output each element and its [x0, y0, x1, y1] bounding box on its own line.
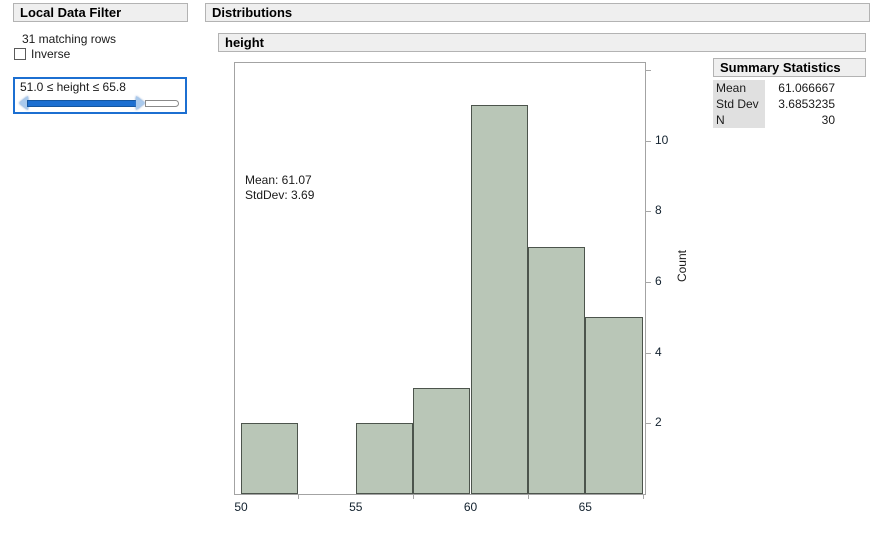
x-axis-tick [413, 494, 415, 499]
inverse-option: Inverse [14, 47, 70, 61]
slider-left-handle-icon[interactable] [19, 96, 28, 110]
summary-statistics-table: Mean 61.066667 Std Dev 3.6853235 N 30 [713, 80, 838, 128]
y-axis-tick-label: 8 [655, 203, 662, 218]
histogram-bar[interactable] [355, 423, 414, 494]
x-axis-tick-label: 65 [578, 500, 592, 514]
height-variable-title: height [225, 35, 264, 50]
local-data-filter-header[interactable]: Local Data Filter [13, 3, 188, 22]
histogram-plot[interactable]: Mean: 61.07 StdDev: 3.69 2 4 6 8 10 50 55 60 65 [234, 62, 668, 514]
histogram-bar[interactable] [241, 423, 299, 494]
distributions-header[interactable]: Distributions [205, 3, 870, 22]
summary-stat-row: Mean 61.066667 [713, 80, 838, 96]
y-axis-tick [645, 211, 651, 213]
y-axis-tick-label: 6 [655, 274, 662, 288]
y-axis-tick-label: 10 [655, 132, 669, 147]
histogram-bar[interactable] [585, 317, 643, 494]
filter-range-label: 51.0 ≤ height ≤ 65.8 [20, 80, 126, 94]
histogram-bar[interactable] [527, 246, 586, 494]
summary-statistics-header[interactable]: Summary Statistics [713, 58, 866, 77]
x-axis-tick-label: 55 [349, 500, 363, 514]
histogram-bar[interactable] [470, 105, 528, 494]
count-axis-label: Count [675, 250, 689, 283]
slider-right-handle-icon[interactable] [136, 96, 145, 110]
y-axis-tick-label: 4 [655, 344, 662, 359]
stat-value: 61.066667 [778, 81, 835, 95]
slider-empty-track[interactable] [145, 100, 179, 107]
y-axis-tick [645, 70, 651, 72]
matching-rows-label: 31 matching rows [22, 32, 117, 46]
height-filter-box: 51.0 ≤ height ≤ 65.8 [13, 77, 187, 114]
y-axis-tick-label: 2 [655, 415, 662, 430]
inverse-label: Inverse [31, 47, 71, 61]
summary-stat-row: N 30 [713, 112, 838, 128]
stat-label: Std Dev [713, 96, 765, 112]
stat-value: 3.6853235 [778, 97, 835, 111]
x-axis-tick [642, 494, 644, 499]
annotation-stddev: StdDev: 3.69 [245, 188, 315, 202]
stat-label: Mean [713, 80, 765, 96]
local-data-filter-title: Local Data Filter [20, 5, 122, 20]
summary-statistics-title: Summary Statistics [720, 60, 841, 75]
histogram-bar[interactable] [413, 388, 471, 494]
x-axis-tick [527, 494, 529, 499]
summary-stat-row: Std Dev 3.6853235 [713, 96, 838, 112]
plot-annotation: Mean: 61.07 StdDev: 3.69 [245, 173, 314, 203]
stat-label: N [713, 112, 765, 128]
x-axis-tick-label: 50 [234, 500, 248, 514]
x-axis-tick [298, 494, 300, 499]
slider-filled-track[interactable] [27, 100, 137, 107]
y-axis-tick [645, 352, 651, 354]
height-range-slider[interactable] [17, 95, 183, 111]
annotation-mean: Mean: 61.07 [245, 173, 312, 187]
distributions-title: Distributions [212, 5, 293, 20]
y-axis-tick [645, 423, 651, 425]
inverse-checkbox[interactable] [14, 48, 26, 60]
stat-value: 30 [821, 113, 835, 127]
height-variable-header[interactable]: height [218, 33, 866, 52]
y-axis-tick [645, 140, 651, 142]
y-axis-tick [645, 282, 651, 283]
x-axis-tick-label: 60 [463, 500, 478, 514]
